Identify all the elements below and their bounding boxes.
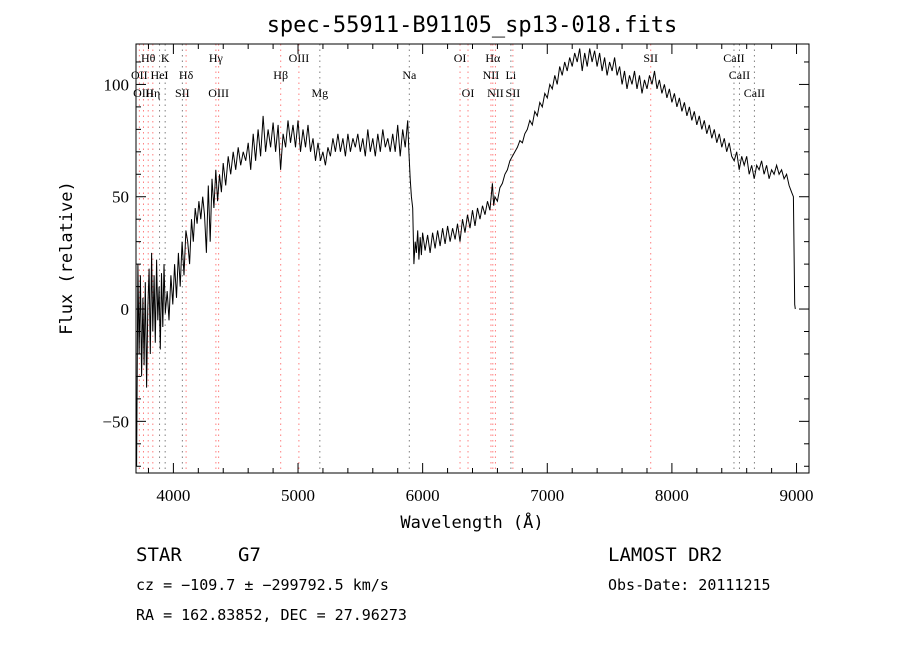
spectral-line-label: Hδ (179, 68, 194, 82)
obs-date: Obs-Date: 20111215 (608, 576, 771, 594)
spectral-line-label: OI (462, 86, 475, 100)
x-axis-ticks: 4000 5000 6000 7000 8000 9000 (147, 44, 814, 505)
spectral-line-label: SII (643, 51, 658, 65)
coordinates: RA = 162.83852, DEC = 27.96273 (136, 606, 407, 624)
spectral-line-label: Hγ (209, 51, 224, 65)
spectral-line-label: SII (175, 86, 190, 100)
spectral-line-label: Hβ (273, 68, 288, 82)
spectral-line-label: Li (506, 68, 517, 82)
spectral-line-label: OIII (133, 86, 154, 100)
x-tick-label: 8000 (655, 486, 689, 505)
spectral-line-label: Hα (485, 51, 501, 65)
spectral-line-label: SII (506, 86, 521, 100)
spectral-line-label: CaII (744, 86, 765, 100)
spectral-line-label: Hη (145, 86, 160, 100)
y-tick-label: 100 (104, 75, 130, 94)
x-tick-label: 5000 (281, 486, 315, 505)
spectrum-series-line (136, 48, 796, 467)
spectral-line-label: Hθ (141, 51, 156, 65)
x-tick-label: 7000 (530, 486, 564, 505)
spectral-line-label: K (161, 51, 170, 65)
x-tick-label: 6000 (406, 486, 440, 505)
object-class: STAR (136, 544, 182, 566)
spectral-line-label: HeI (151, 68, 169, 82)
spectral-line-label: OII (131, 68, 148, 82)
y-axis-ticks: −50 0 50 100 (102, 61, 809, 467)
x-axis-label: Wavelength (Å) (400, 511, 543, 533)
plot-frame (135, 43, 810, 474)
spectral-line-label: NII (487, 86, 504, 100)
chart-title: spec-55911-B91105_sp13-018.fits (267, 13, 678, 38)
spectral-line-label: CaII (723, 51, 744, 65)
y-tick-label: 50 (112, 188, 129, 207)
spectral-line-label: Na (402, 68, 417, 82)
spectral-line-label: OIII (208, 86, 229, 100)
spectral-line-label: CaII (729, 68, 750, 82)
velocity-text: cz = −109.7 ± −299792.5 km/s (136, 576, 389, 594)
y-tick-label: −50 (102, 412, 129, 431)
object-subclass: G7 (238, 544, 261, 566)
spectral-line-markers (138, 44, 755, 473)
spectral-line-label: NII (483, 68, 500, 82)
x-tick-label: 4000 (156, 486, 190, 505)
spectral-line-label: Mg (311, 86, 328, 100)
x-tick-label: 9000 (780, 486, 814, 505)
spectral-line-label: OIII (289, 51, 310, 65)
y-tick-label: 0 (121, 300, 130, 319)
y-axis-label: Flux (relative) (57, 181, 77, 335)
survey-name: LAMOST DR2 (608, 544, 722, 566)
spectral-line-label: OI (454, 51, 467, 65)
